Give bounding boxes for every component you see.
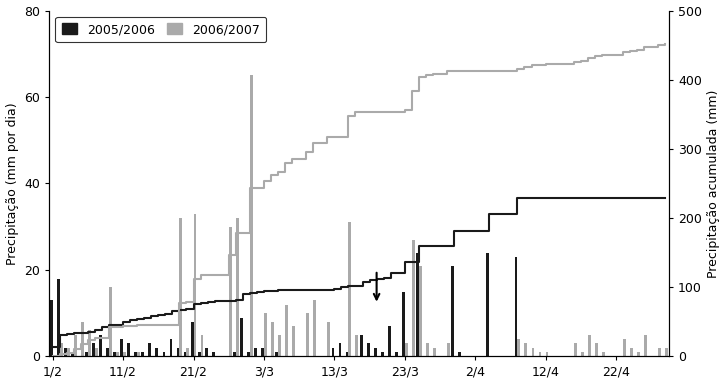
Bar	[212, 352, 215, 356]
Bar	[395, 352, 398, 356]
Bar	[419, 266, 422, 356]
Bar	[306, 313, 309, 356]
Bar	[581, 352, 584, 356]
Bar	[595, 343, 597, 356]
Bar	[292, 326, 295, 356]
Bar	[264, 313, 266, 356]
Bar	[524, 343, 527, 356]
Bar	[278, 335, 281, 356]
Bar	[644, 335, 647, 356]
Bar	[416, 253, 419, 356]
Bar	[187, 348, 189, 356]
Bar	[623, 339, 626, 356]
Bar	[346, 352, 348, 356]
Bar	[338, 343, 341, 356]
Bar	[85, 352, 88, 356]
Bar	[486, 253, 489, 356]
Bar	[127, 343, 130, 356]
Bar	[637, 352, 640, 356]
Bar	[74, 335, 77, 356]
Bar	[367, 343, 370, 356]
Bar	[546, 352, 548, 356]
Bar	[191, 322, 194, 356]
Bar	[630, 348, 633, 356]
Legend: 2005/2006, 2006/2007: 2005/2006, 2006/2007	[55, 17, 266, 42]
Bar	[452, 266, 454, 356]
Bar	[184, 352, 187, 356]
Bar	[348, 222, 351, 356]
Bar	[250, 75, 253, 356]
Bar	[359, 335, 362, 356]
Bar	[229, 227, 232, 356]
Bar	[588, 335, 591, 356]
Bar	[142, 352, 144, 356]
Bar	[261, 348, 264, 356]
Bar	[92, 343, 95, 356]
Bar	[240, 318, 242, 356]
Y-axis label: Precipitação acumulada (mm): Precipitação acumulada (mm)	[707, 89, 720, 278]
Bar	[402, 291, 405, 356]
Bar	[137, 352, 140, 356]
Bar	[458, 352, 461, 356]
Bar	[106, 348, 109, 356]
Bar	[254, 348, 257, 356]
Bar	[539, 352, 542, 356]
Bar	[665, 348, 668, 356]
Bar	[233, 352, 236, 356]
Bar	[518, 339, 521, 356]
Bar	[67, 348, 70, 356]
Bar	[179, 218, 182, 356]
Bar	[197, 352, 200, 356]
Bar	[271, 322, 274, 356]
Bar	[64, 348, 67, 356]
Bar	[381, 352, 383, 356]
Bar	[574, 343, 576, 356]
Bar	[531, 348, 534, 356]
Bar	[163, 352, 166, 356]
Bar	[109, 287, 112, 356]
Bar	[388, 326, 391, 356]
Bar	[88, 331, 91, 356]
Bar	[658, 348, 661, 356]
Bar	[176, 348, 179, 356]
Bar	[81, 322, 83, 356]
Bar	[113, 352, 116, 356]
Bar	[602, 352, 605, 356]
Bar	[356, 335, 359, 356]
Bar	[116, 352, 119, 356]
Bar	[433, 348, 436, 356]
Bar	[50, 300, 53, 356]
Bar	[134, 352, 137, 356]
Bar	[247, 352, 250, 356]
Bar	[236, 218, 239, 356]
Bar	[515, 257, 518, 356]
Bar	[412, 240, 415, 356]
Bar	[155, 348, 158, 356]
Bar	[327, 322, 330, 356]
Bar	[148, 343, 151, 356]
Bar	[405, 343, 407, 356]
Bar	[99, 335, 102, 356]
Bar	[313, 300, 316, 356]
Bar	[57, 279, 60, 356]
Bar	[275, 352, 278, 356]
Bar	[121, 339, 123, 356]
Bar	[60, 343, 62, 356]
Bar	[285, 305, 288, 356]
Bar	[123, 352, 126, 356]
Bar	[374, 348, 377, 356]
Bar	[200, 335, 203, 356]
Bar	[205, 348, 208, 356]
Bar	[194, 214, 196, 356]
Y-axis label: Precipitação (mm por dia): Precipitação (mm por dia)	[6, 102, 19, 265]
Bar	[71, 352, 74, 356]
Bar	[95, 348, 98, 356]
Bar	[426, 343, 429, 356]
Bar	[447, 343, 450, 356]
Bar	[170, 339, 172, 356]
Bar	[332, 348, 335, 356]
